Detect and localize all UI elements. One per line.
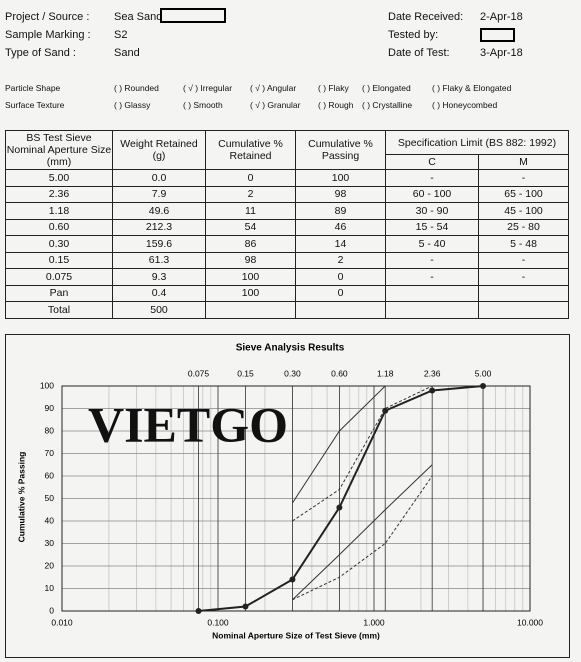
- value: Sea Sand: [114, 11, 163, 23]
- option: ( √ ) Irregular: [183, 83, 233, 93]
- y-tick-label: 50: [45, 493, 55, 503]
- chart-frame: [5, 334, 570, 658]
- y-tick-label: 0: [49, 605, 54, 615]
- option: ( ) Flaky: [318, 83, 349, 93]
- x-tick-label: 1.000: [363, 617, 385, 627]
- option: ( ) Elongated: [362, 83, 411, 93]
- watermark: VIETGO: [88, 396, 288, 452]
- label: Particle Shape: [5, 83, 61, 93]
- y-tick-label: 40: [45, 515, 55, 525]
- row: 0.15 61.3 98 2- -: [5, 251, 570, 269]
- cell: Total: [5, 301, 113, 319]
- cell: 61.3: [112, 251, 206, 269]
- redaction: [160, 8, 226, 23]
- option: ( ) Flaky & Elongated: [432, 83, 512, 93]
- option: ( √ ) Angular: [250, 83, 297, 93]
- cell: [477, 301, 570, 319]
- redaction: [480, 28, 515, 42]
- point: [242, 603, 249, 610]
- option: ( ) Honeycombed: [432, 100, 498, 110]
- y-tick-label: 100: [40, 380, 54, 390]
- plot-frame: [61, 385, 531, 612]
- top-tick-label: 0.075: [188, 368, 210, 378]
- top-tick-label: 5.00: [475, 368, 492, 378]
- sieve-table: BS Test Sieve Nominal Aperture Size (mm)…: [5, 130, 570, 319]
- value: Sand: [114, 47, 140, 59]
- line: [292, 385, 433, 504]
- chart-title: Sieve Analysis Results: [236, 343, 345, 354]
- point: [289, 576, 296, 583]
- point: [382, 407, 389, 414]
- row: 2.36 7.9 2 98 60 - 100 65 - 100: [5, 185, 570, 203]
- y-tick-label: 30: [45, 538, 55, 548]
- subheader-cell: M: [477, 154, 570, 170]
- line: [292, 464, 433, 601]
- top-tick-label: 0.30: [284, 368, 301, 378]
- option: ( √ ) Granular: [250, 100, 301, 110]
- line: [292, 385, 433, 522]
- line: [292, 475, 433, 601]
- top-tick-label: 0.60: [331, 368, 348, 378]
- label: Surface Texture: [5, 100, 65, 110]
- option: ( ) Rounded: [114, 83, 159, 93]
- x-axis-label: Nominal Aperture Size of Test Sieve (mm): [212, 630, 380, 640]
- point: [336, 504, 343, 511]
- label: Date of Test:: [388, 47, 450, 59]
- value: S2: [114, 29, 128, 41]
- header-cell: Cumulative % Retained: [205, 130, 296, 170]
- y-tick-label: 10: [45, 583, 55, 593]
- subheader-cell: C: [385, 154, 479, 170]
- x-tick-label: 0.100: [207, 617, 229, 627]
- top-tick-label: 1.18: [377, 368, 394, 378]
- label: Project / Source :: [5, 11, 90, 23]
- cell: 45 - 100: [477, 202, 570, 220]
- label: Tested by:: [388, 29, 439, 41]
- y-tick-label: 20: [45, 560, 55, 570]
- row: 5.00 0.0 0 100- -: [5, 169, 570, 187]
- header-cell: BS Test Sieve Nominal Aperture Size (mm): [5, 130, 113, 170]
- top-tick-label: 0.15: [237, 368, 254, 378]
- option: ( ) Crystalline: [362, 100, 413, 110]
- value: 2-Apr-18: [480, 11, 523, 23]
- row: 0.075 9.3 100 0- -: [5, 268, 570, 286]
- y-tick-label: 70: [45, 448, 55, 458]
- cell: 1.18: [5, 202, 113, 220]
- cell: 9.3: [112, 268, 206, 286]
- label: Type of Sand :: [5, 47, 76, 59]
- x-tick-label: 10.000: [517, 617, 543, 627]
- option: ( ) Smooth: [183, 100, 223, 110]
- value: 3-Apr-18: [480, 47, 523, 59]
- point: [480, 383, 487, 389]
- label: Date Received:: [388, 11, 464, 23]
- y-tick-label: 80: [45, 425, 55, 435]
- cell: 500: [112, 301, 206, 319]
- point: [429, 387, 436, 394]
- option: ( ) Glassy: [114, 100, 151, 110]
- x-tick-label: 0.010: [51, 617, 73, 627]
- cell: 0.4: [112, 284, 206, 302]
- y-tick-label: 90: [45, 403, 55, 413]
- label: Sample Marking :: [5, 29, 91, 41]
- header-cell: Cumulative % Passing: [295, 130, 386, 170]
- y-tick-label: 60: [45, 470, 55, 480]
- cell: 5 - 48: [477, 235, 570, 253]
- row: 0.60 212.3 54 46 15 - 54 25 - 80: [5, 218, 570, 236]
- top-tick-label: 2.36: [424, 368, 441, 378]
- row: Pan 0.4 100 0: [5, 284, 570, 302]
- cell: 5 - 40: [385, 235, 479, 253]
- header-cell: Weight Retained (g): [112, 130, 206, 170]
- row: Total 500: [5, 301, 570, 319]
- option: ( ) Rough: [318, 100, 354, 110]
- point: [195, 608, 202, 614]
- y-axis-label: Cumulative % Passing: [16, 452, 26, 543]
